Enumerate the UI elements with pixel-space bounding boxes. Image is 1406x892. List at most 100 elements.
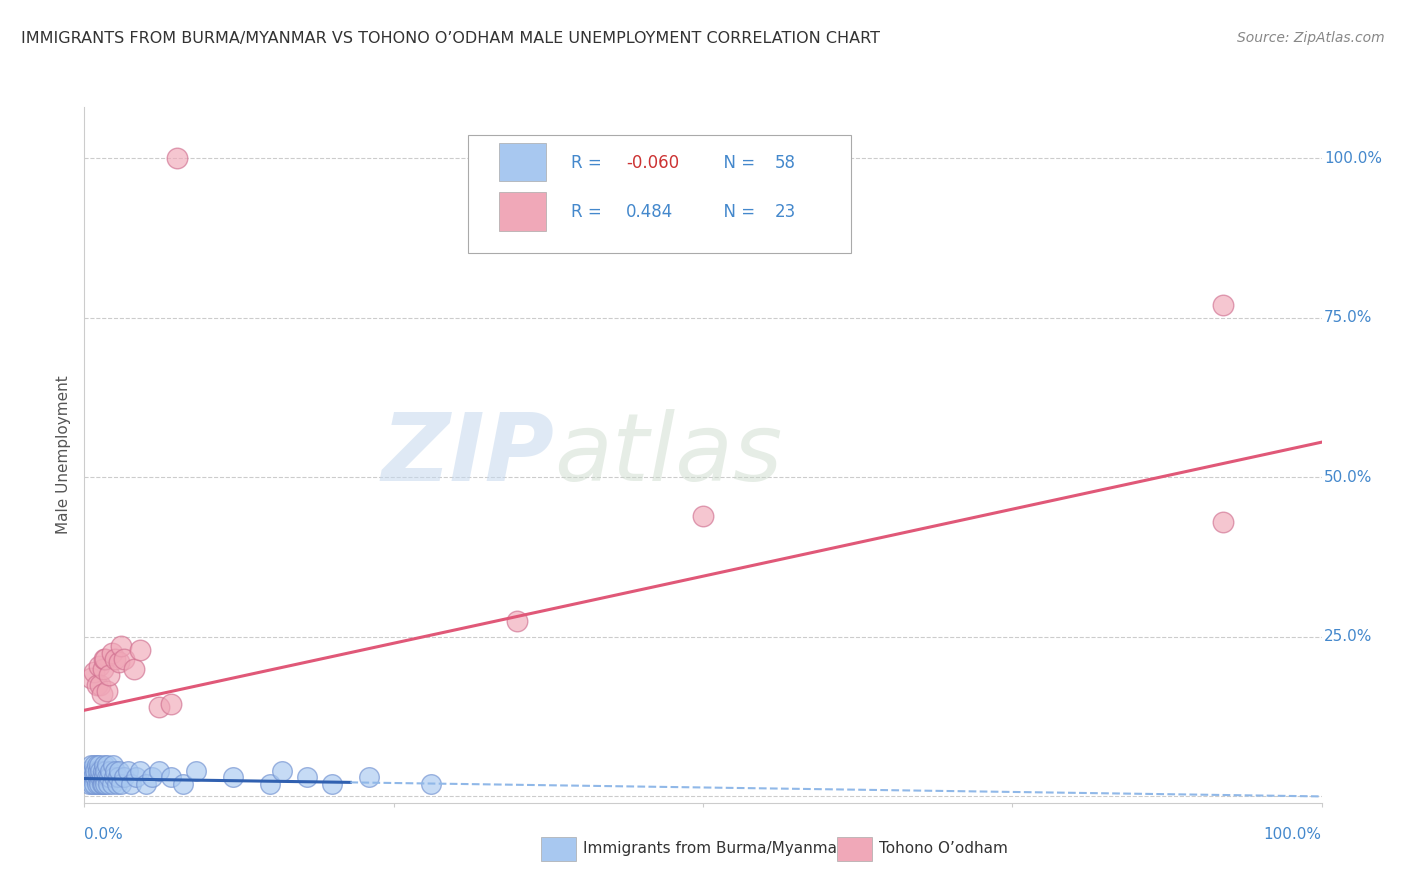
FancyBboxPatch shape <box>499 144 546 181</box>
Point <box>112 652 135 666</box>
Point <box>105 777 128 791</box>
Point <box>110 777 132 791</box>
Text: 75.0%: 75.0% <box>1324 310 1372 326</box>
Point <box>506 614 529 628</box>
Point <box>94 777 117 791</box>
Point <box>83 777 105 791</box>
Point <box>108 764 131 778</box>
Point <box>129 764 152 778</box>
Point <box>148 700 170 714</box>
Point <box>83 665 105 679</box>
Point <box>80 777 103 791</box>
Point <box>321 777 343 791</box>
Text: Tohono O’odham: Tohono O’odham <box>879 841 1008 855</box>
Point <box>112 770 135 784</box>
Text: 0.0%: 0.0% <box>84 827 124 841</box>
Text: Source: ZipAtlas.com: Source: ZipAtlas.com <box>1237 31 1385 45</box>
Point <box>117 764 139 778</box>
Point <box>89 777 111 791</box>
Point <box>100 646 122 660</box>
Point <box>122 662 145 676</box>
Point <box>141 770 163 784</box>
Text: 100.0%: 100.0% <box>1324 151 1382 166</box>
FancyBboxPatch shape <box>468 135 852 253</box>
Point <box>87 770 110 784</box>
Text: -0.060: -0.060 <box>626 153 679 171</box>
Point <box>107 770 129 784</box>
Text: Immigrants from Burma/Myanmar: Immigrants from Burma/Myanmar <box>583 841 844 855</box>
Text: IMMIGRANTS FROM BURMA/MYANMAR VS TOHONO O’ODHAM MALE UNEMPLOYMENT CORRELATION CH: IMMIGRANTS FROM BURMA/MYANMAR VS TOHONO … <box>21 31 880 46</box>
Point <box>129 642 152 657</box>
Point <box>90 770 112 784</box>
Text: 25.0%: 25.0% <box>1324 630 1372 644</box>
Point <box>83 757 105 772</box>
Text: atlas: atlas <box>554 409 783 500</box>
Point <box>104 764 127 778</box>
Point <box>135 777 157 791</box>
Point <box>79 770 101 784</box>
Point <box>91 764 114 778</box>
Point <box>91 777 114 791</box>
Point <box>94 764 117 778</box>
Text: R =: R = <box>571 153 606 171</box>
Point <box>86 777 108 791</box>
Text: 0.484: 0.484 <box>626 202 673 220</box>
Point <box>89 658 111 673</box>
Point <box>103 770 125 784</box>
Point <box>84 770 107 784</box>
Point <box>96 770 118 784</box>
Point <box>98 668 121 682</box>
Point <box>100 777 122 791</box>
Point <box>90 687 112 701</box>
Point <box>89 770 111 784</box>
Point <box>82 764 104 778</box>
FancyBboxPatch shape <box>499 193 546 230</box>
Text: N =: N = <box>713 202 761 220</box>
Text: R =: R = <box>571 202 606 220</box>
Text: N =: N = <box>713 153 761 171</box>
Point <box>166 151 188 165</box>
Point <box>1212 515 1234 529</box>
Point <box>97 777 120 791</box>
Point <box>295 770 318 784</box>
Point <box>84 764 107 778</box>
Point <box>90 777 112 791</box>
Point <box>79 777 101 791</box>
Text: 23: 23 <box>775 202 796 220</box>
Point <box>108 656 131 670</box>
Point <box>104 652 127 666</box>
Point <box>94 652 117 666</box>
Point <box>79 671 101 685</box>
Point <box>101 757 124 772</box>
Point <box>98 764 121 778</box>
Point <box>91 662 114 676</box>
Point <box>172 777 194 791</box>
Point <box>110 640 132 654</box>
Point <box>93 757 115 772</box>
Point <box>160 770 183 784</box>
Point <box>89 678 111 692</box>
Point <box>184 764 207 778</box>
Point <box>96 757 118 772</box>
Point <box>419 777 441 791</box>
Text: 58: 58 <box>775 153 796 171</box>
Point <box>89 764 111 778</box>
Point <box>148 764 170 778</box>
Point <box>125 770 148 784</box>
Point <box>271 764 294 778</box>
Text: 50.0%: 50.0% <box>1324 470 1372 484</box>
Point <box>86 757 108 772</box>
Point <box>357 770 380 784</box>
Point <box>692 508 714 523</box>
Point <box>160 697 183 711</box>
Point <box>96 684 118 698</box>
Point <box>82 770 104 784</box>
Point <box>259 777 281 791</box>
Point <box>98 770 121 784</box>
Point <box>86 678 108 692</box>
Point <box>93 652 115 666</box>
Point <box>89 757 111 772</box>
Point <box>1212 298 1234 312</box>
Point <box>222 770 245 784</box>
Point <box>79 757 101 772</box>
